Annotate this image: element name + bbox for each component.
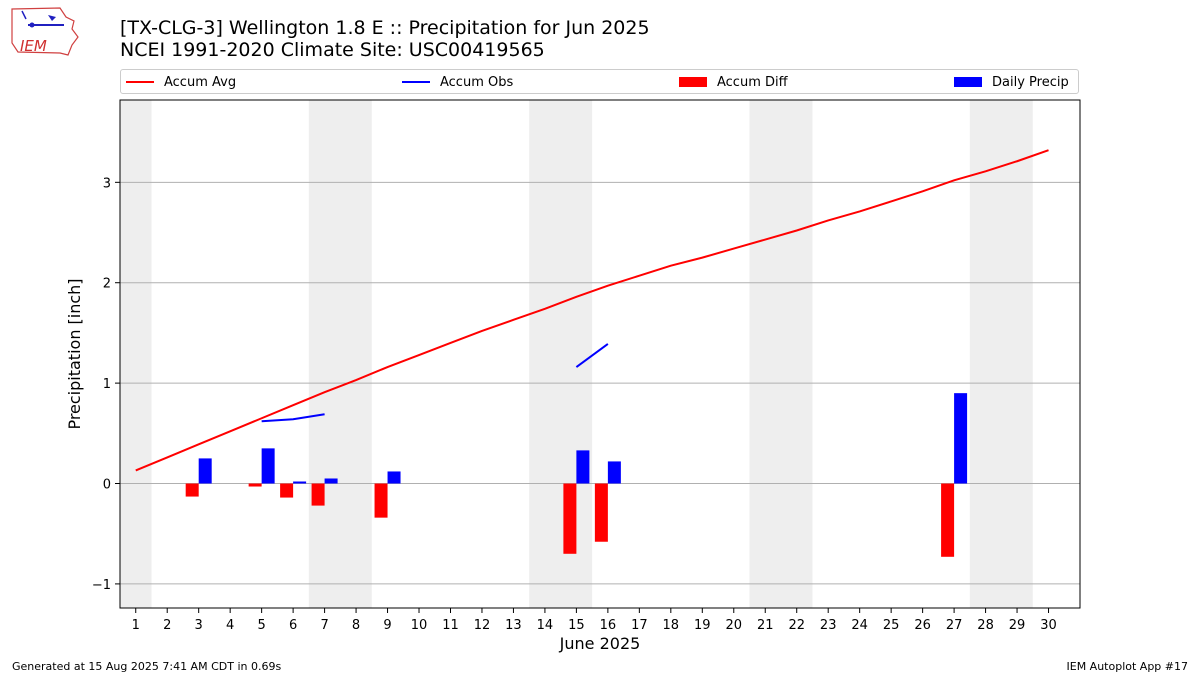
x-tick-label-26: 26 [914, 618, 931, 633]
legend-swatch-accum-avg [126, 81, 154, 83]
legend-item-accum-avg: Accum Avg [126, 73, 236, 91]
y-tick-label-4: 3 [103, 176, 111, 191]
title-line-1: [TX-CLG-3] Wellington 1.8 E :: Precipita… [120, 17, 650, 39]
x-tick-label-6: 6 [289, 618, 297, 633]
legend-swatch-accum-diff [679, 77, 707, 87]
accum-avg-line [135, 149, 1049, 472]
accum-obs-line-1 [575, 343, 609, 368]
x-tick-label-7: 7 [320, 618, 328, 633]
weekend-shade-2 [529, 100, 593, 608]
accum-diff-bar-day-15 [563, 483, 577, 554]
x-tick-label-14: 14 [537, 618, 554, 633]
accum-diff-bar-day-27 [941, 483, 955, 557]
x-tick-label-28: 28 [977, 618, 994, 633]
x-tick-label-22: 22 [788, 618, 805, 633]
legend-label-daily-precip: Daily Precip [992, 74, 1069, 90]
x-tick-label-18: 18 [663, 618, 680, 633]
footer-generated: Generated at 15 Aug 2025 7:41 AM CDT in … [12, 660, 282, 673]
daily-precip-bar-day-16 [607, 461, 621, 484]
daily-precip-bar-day-3 [198, 458, 212, 484]
weekend-shade-4 [969, 100, 1033, 608]
x-tick-label-21: 21 [757, 618, 774, 633]
plot-frame [119, 99, 1081, 609]
daily-precip-bar-day-6 [293, 481, 307, 484]
x-tick-label-17: 17 [631, 618, 648, 633]
iem-logo: IEM [11, 7, 79, 56]
daily-precip-bar-day-27 [954, 393, 968, 484]
x-tick-label-1: 1 [132, 618, 140, 633]
x-tick-label-9: 9 [383, 618, 391, 633]
y-tick-label-1: 0 [103, 478, 111, 493]
footer-app: IEM Autoplot App #17 [1066, 660, 1189, 673]
legend-item-accum-obs: Accum Obs [402, 73, 513, 91]
legend-label-accum-avg: Accum Avg [164, 74, 237, 90]
x-tick-label-24: 24 [851, 618, 868, 633]
x-tick-label-29: 29 [1009, 618, 1026, 633]
weekend-shade-0 [120, 100, 152, 608]
legend-label-accum-obs: Accum Obs [440, 74, 514, 90]
title-line-2: NCEI 1991-2020 Climate Site: USC00419565 [120, 39, 545, 61]
x-tick-label-30: 30 [1040, 618, 1057, 633]
x-tick-label-19: 19 [694, 618, 711, 633]
x-tick-label-12: 12 [474, 618, 491, 633]
accum-diff-bar-day-9 [374, 483, 388, 518]
legend-label-accum-diff: Accum Diff [717, 74, 788, 90]
legend-item-daily-precip: Daily Precip [954, 73, 1069, 91]
daily-precip-bar-day-9 [387, 471, 401, 484]
accum-diff-bar-day-5 [248, 483, 262, 487]
x-tick-label-3: 3 [195, 618, 203, 633]
legend-item-accum-diff: Accum Diff [679, 73, 788, 91]
accum-diff-bar-day-16 [594, 483, 608, 542]
logo-text: IEM [20, 37, 47, 55]
x-tick-label-25: 25 [883, 618, 900, 633]
x-tick-label-13: 13 [505, 618, 522, 633]
y-tick-label-2: 1 [103, 377, 111, 392]
x-tick-label-15: 15 [568, 618, 585, 633]
daily-precip-bar-day-7 [324, 478, 338, 484]
x-axis-label: June 2025 [559, 634, 641, 653]
x-tick-label-11: 11 [442, 618, 459, 633]
y-tick-label-0: −1 [92, 578, 111, 593]
chart-title: [TX-CLG-3] Wellington 1.8 E :: Precipita… [120, 17, 650, 61]
x-tick-label-4: 4 [226, 618, 234, 633]
x-tick-label-10: 10 [411, 618, 428, 633]
x-tick-label-8: 8 [352, 618, 360, 633]
y-axis-label: Precipitation [inch] [65, 278, 84, 429]
legend-swatch-daily-precip [954, 77, 982, 87]
weekend-shade-3 [749, 100, 813, 608]
accum-diff-bar-day-6 [280, 483, 294, 498]
x-tick-label-16: 16 [600, 618, 617, 633]
x-tick-label-27: 27 [946, 618, 963, 633]
daily-precip-bar-day-15 [576, 450, 590, 484]
x-tick-label-20: 20 [725, 618, 742, 633]
legend: Accum Avg Accum Obs Accum Diff Daily Pre… [120, 69, 1079, 94]
x-tick-label-2: 2 [163, 618, 171, 633]
daily-precip-bar-day-5 [261, 448, 275, 484]
legend-swatch-accum-obs [402, 81, 430, 83]
accum-obs-line-0 [261, 413, 325, 423]
accum-diff-bar-day-7 [311, 483, 325, 506]
accum-diff-bar-day-3 [185, 483, 199, 497]
weekend-shade-1 [308, 100, 372, 608]
y-tick-label-3: 2 [103, 277, 111, 292]
x-tick-label-23: 23 [820, 618, 837, 633]
x-tick-label-5: 5 [257, 618, 265, 633]
